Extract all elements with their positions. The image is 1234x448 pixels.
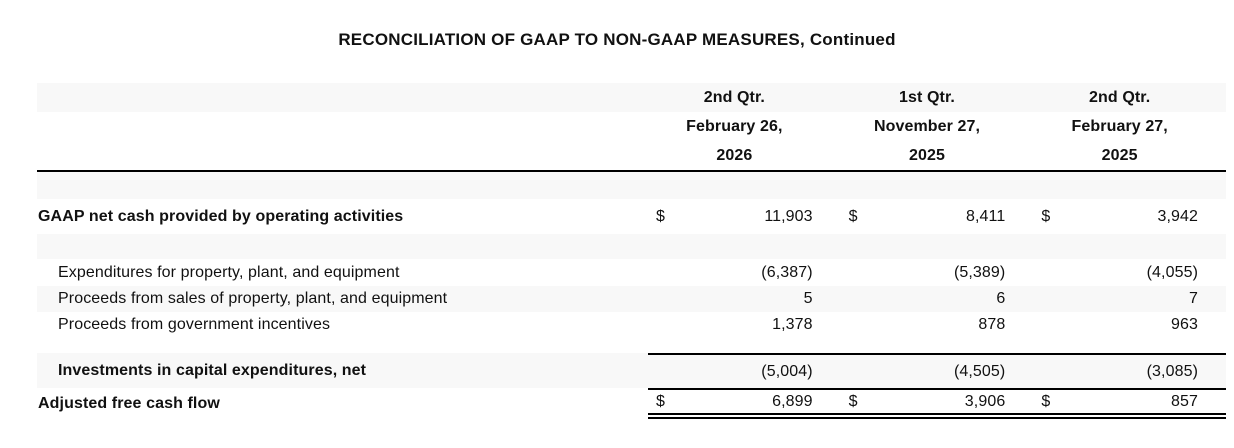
column-header-qtr-1: 2nd Qtr. (703, 88, 765, 106)
cell-value: (5,004) (761, 362, 813, 380)
header-row-year: 2026 2025 2025 (37, 141, 1226, 170)
header-label-spacer (37, 112, 648, 141)
currency-symbol: $ (1041, 392, 1051, 410)
column-header-qtr-3: 2nd Qtr. (1089, 88, 1151, 106)
cell-value: 7 (1189, 290, 1199, 307)
cell-value: (6,387) (761, 263, 813, 281)
column-header-year-3: 2025 (1101, 146, 1138, 164)
cell-value: (4,055) (1146, 263, 1199, 281)
cell-value: (4,505) (953, 362, 1006, 380)
table-row-investments-capex: Investments in capital expenditures, net… (37, 353, 1226, 388)
page-title: RECONCILIATION OF GAAP TO NON-GAAP MEASU… (338, 30, 896, 49)
column-header-date-2: November 27, (873, 117, 981, 135)
currency-symbol: $ (656, 207, 665, 225)
column-header-year-2: 2025 (909, 146, 945, 164)
column-header-date-1: February 26, (686, 117, 783, 135)
currency-symbol: $ (848, 207, 858, 225)
header-label-spacer (37, 83, 648, 112)
cell-value: 5 (803, 290, 813, 307)
cell-value: 11,903 (764, 207, 813, 225)
row-label: Proceeds from government incentives (58, 316, 331, 333)
cell-value: 8,411 (965, 207, 1006, 225)
cell-value: 6 (996, 290, 1006, 307)
header-row-date: February 26, November 27, February 27, (37, 112, 1226, 141)
cell-value: 857 (1171, 392, 1199, 410)
cell-value: (5,389) (953, 263, 1006, 281)
row-label: Investments in capital expenditures, net (58, 361, 367, 379)
cell-value: 963 (1171, 316, 1199, 333)
currency-symbol: $ (1041, 207, 1051, 225)
table-row-proceeds-sales: Proceeds from sales of property, plant, … (37, 286, 1226, 312)
table-header: 2nd Qtr. 1st Qtr. 2nd Qtr. February 26, … (37, 83, 1226, 172)
column-header-year-1: 2026 (716, 146, 753, 164)
column-header-date-3: February 27, (1071, 117, 1168, 135)
table-row-adjusted-free-cash-flow: Adjusted free cash flow $ 6,899 $ 3,906 … (37, 388, 1226, 419)
header-row-quarter: 2nd Qtr. 1st Qtr. 2nd Qtr. (37, 83, 1226, 112)
cell-value: (3,085) (1146, 362, 1199, 380)
table-row-expenditures: Expenditures for property, plant, and eq… (37, 259, 1226, 286)
cell-value: 6,899 (772, 392, 813, 410)
row-label: Adjusted free cash flow (38, 394, 220, 412)
reconciliation-table: 2nd Qtr. 1st Qtr. 2nd Qtr. February 26, … (37, 83, 1226, 419)
spacer-row (37, 338, 1226, 353)
row-label: Expenditures for property, plant, and eq… (58, 263, 400, 281)
currency-symbol: $ (656, 392, 665, 410)
cell-value: 3,906 (964, 392, 1006, 410)
column-header-qtr-2: 1st Qtr. (899, 88, 955, 106)
spacer-row (37, 172, 1226, 199)
row-label: Proceeds from sales of property, plant, … (58, 290, 448, 307)
row-label: GAAP net cash provided by operating acti… (38, 207, 404, 225)
cell-value: 1,378 (772, 316, 813, 333)
spacer-row (37, 234, 1226, 259)
currency-symbol: $ (848, 392, 858, 410)
cell-value: 3,942 (1157, 207, 1199, 225)
cell-value: 878 (978, 316, 1006, 333)
header-label-spacer (37, 141, 648, 170)
table-row-gaap-net-cash: GAAP net cash provided by operating acti… (37, 199, 1226, 234)
table-row-proceeds-incentives: Proceeds from government incentives 1,37… (37, 312, 1226, 338)
